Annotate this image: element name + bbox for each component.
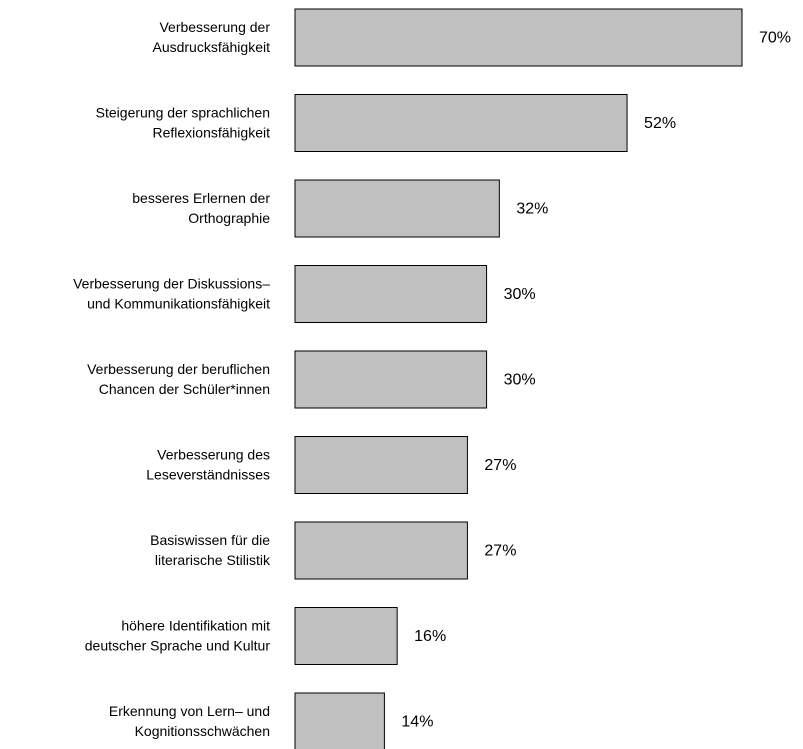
bar: [294, 692, 385, 749]
value-label: 16%: [414, 628, 446, 645]
value-label: 30%: [504, 372, 536, 389]
value-label: 27%: [484, 457, 516, 474]
bar: [294, 265, 488, 323]
bar: [294, 521, 468, 580]
value-label: 32%: [516, 201, 548, 218]
category-label: Kognitionsschwächen: [135, 723, 270, 739]
category-label: Erkennung von Lern– und: [109, 703, 270, 719]
value-label: 52%: [644, 115, 676, 132]
category-label: Basiswissen für die: [150, 532, 270, 548]
category-label: deutscher Sprache und Kultur: [85, 638, 271, 654]
category-label: Chancen der Schüler*innen: [99, 381, 270, 397]
category-label: und Kommunikationsfähigkeit: [87, 296, 270, 312]
category-label: besseres Erlernen der: [132, 190, 270, 206]
category-label: Steigerung der sprachlichen: [96, 105, 270, 121]
category-label: Leseverständnisses: [146, 467, 270, 483]
value-label: 27%: [484, 543, 516, 560]
value-label: 70%: [759, 30, 791, 47]
bar: [294, 436, 468, 494]
bar: [294, 350, 488, 409]
bar: [294, 179, 500, 238]
bar: [294, 607, 398, 665]
category-label: höhere Identifikation mit: [121, 618, 270, 634]
category-label: Verbesserung der Diskussions–: [73, 276, 270, 292]
category-label: Verbesserung der: [159, 19, 270, 35]
category-label: Reflexionsfähigkeit: [152, 125, 270, 141]
category-label: literarische Stilistik: [155, 552, 271, 568]
category-label: Verbesserung der beruflichen: [87, 361, 270, 377]
category-label: Verbesserung des: [157, 447, 270, 463]
bar: [294, 94, 628, 152]
category-label: Ausdrucksfähigkeit: [152, 39, 270, 55]
value-label: 30%: [504, 286, 536, 303]
value-label: 14%: [401, 714, 433, 731]
bar: [294, 8, 743, 67]
category-label: Orthographie: [188, 210, 270, 226]
